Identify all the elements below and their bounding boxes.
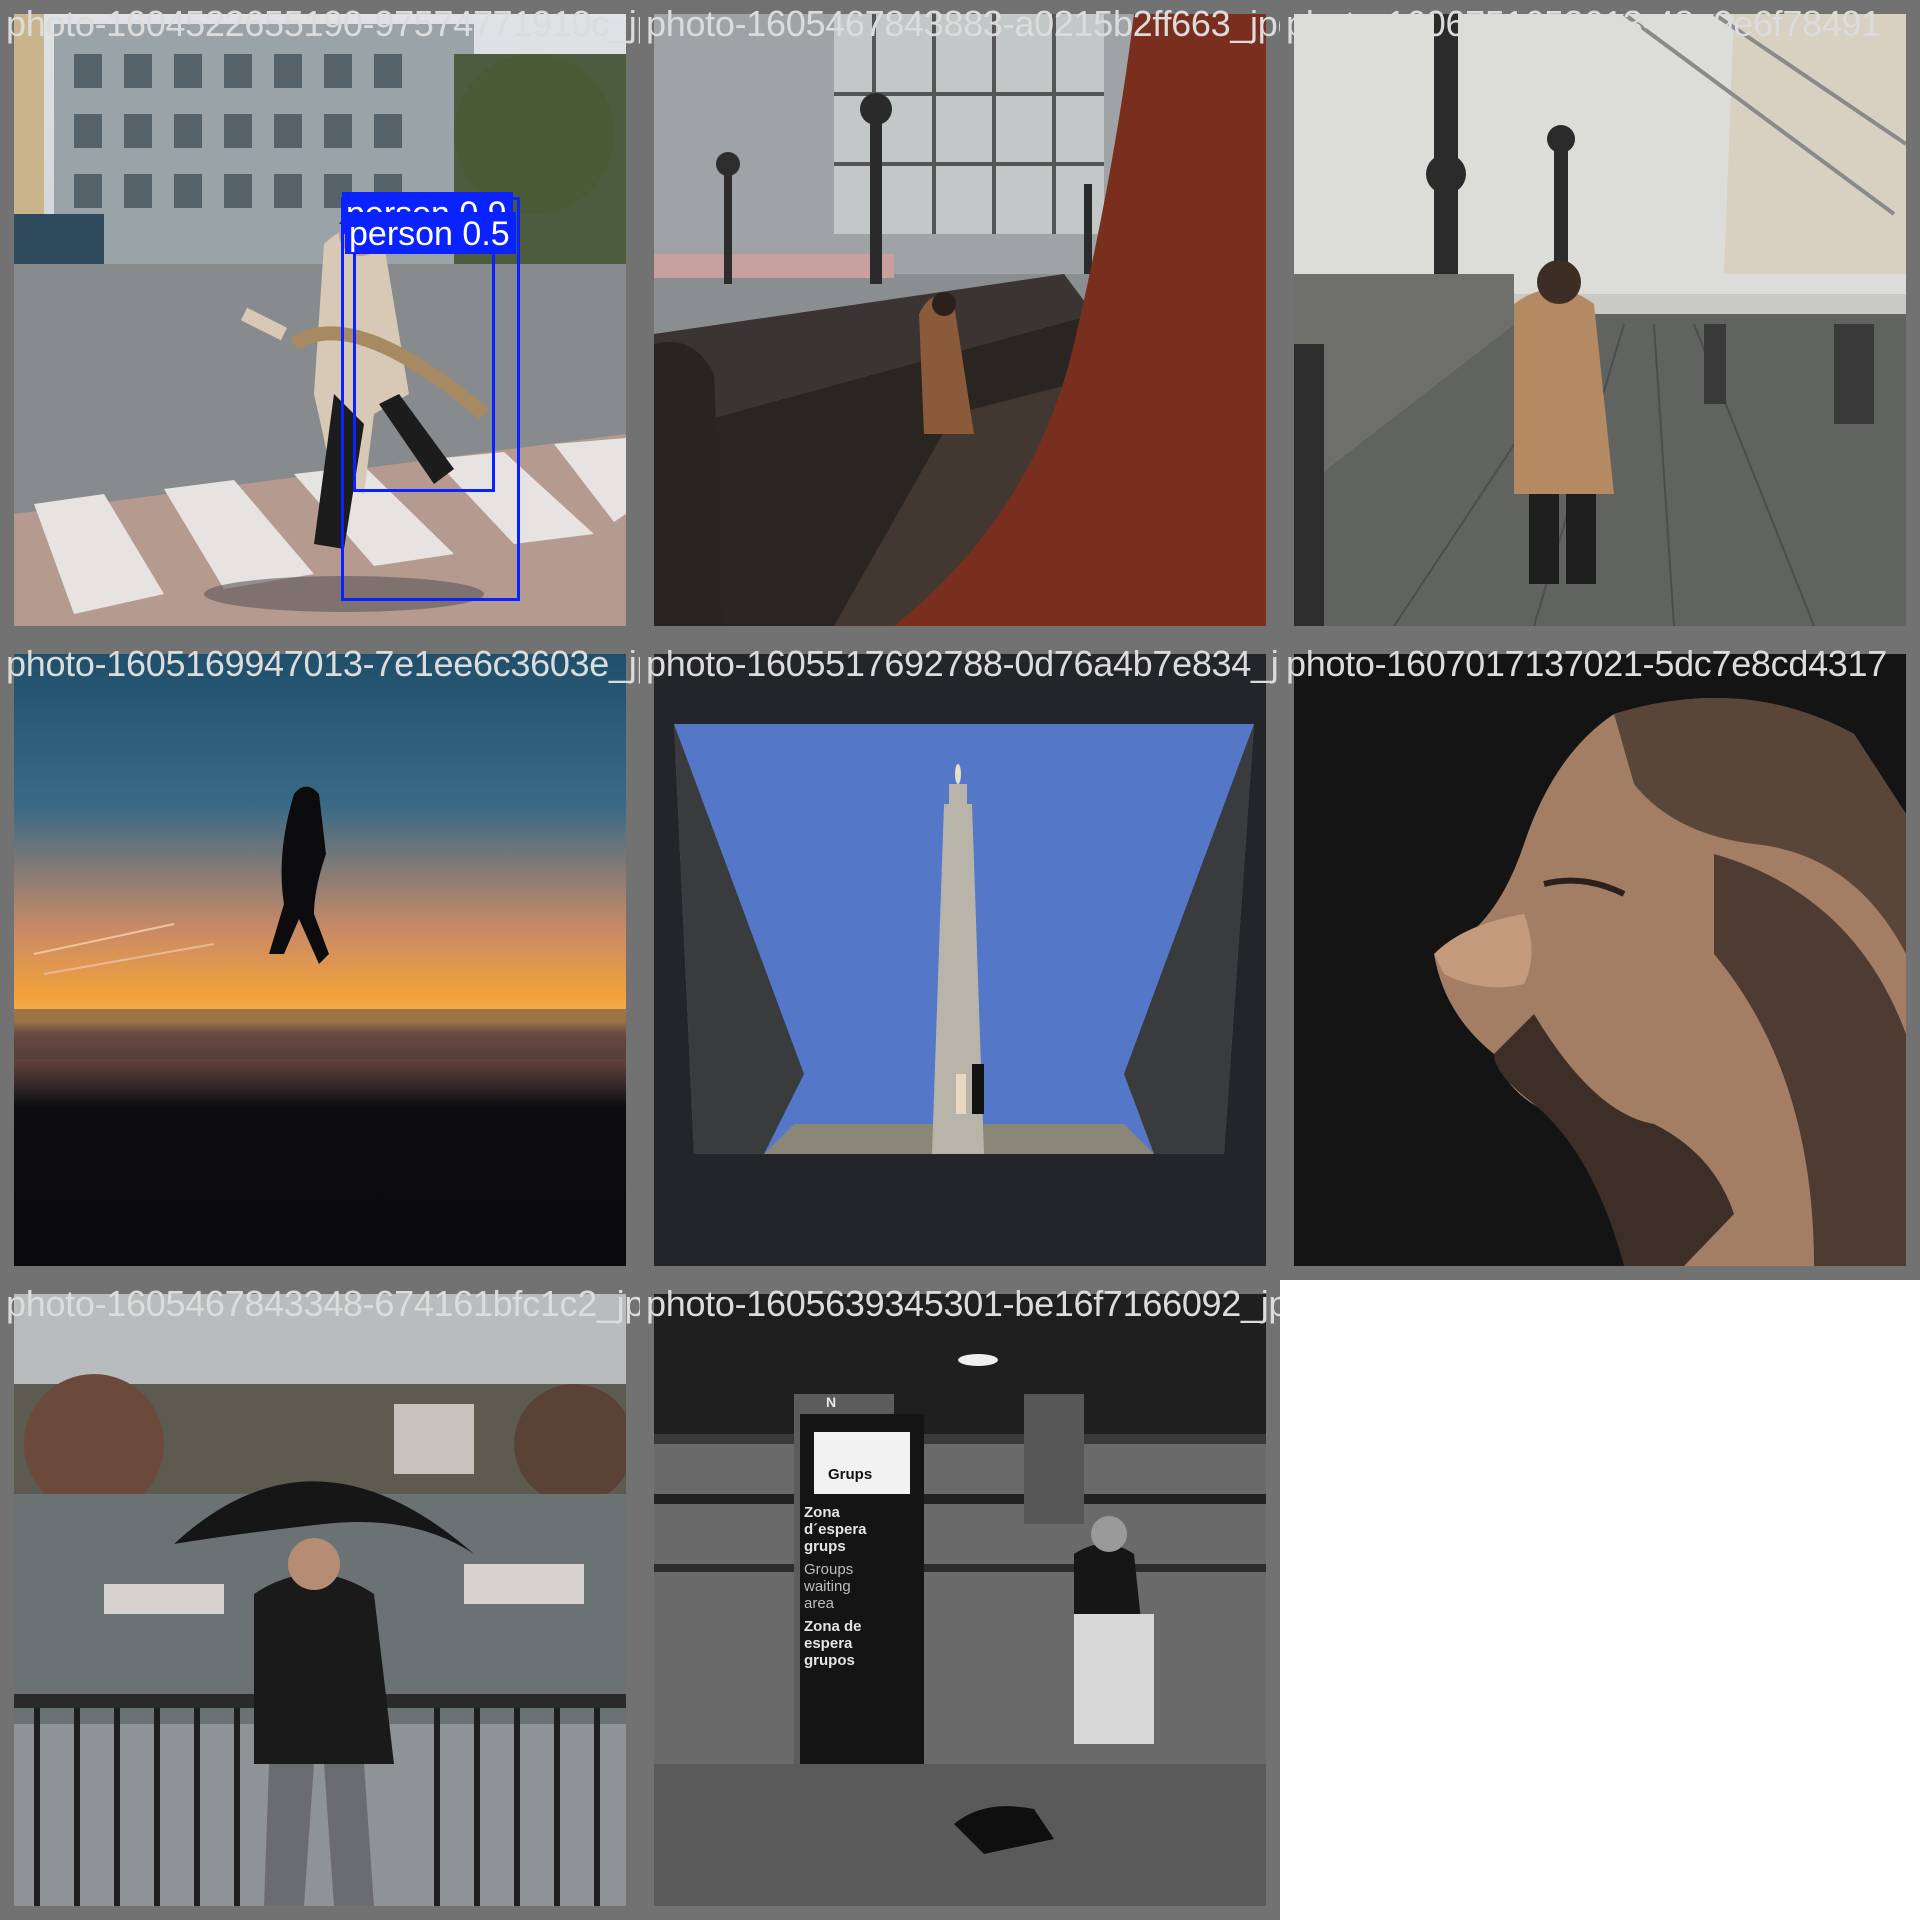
photo-station-waiting-area: N Grups Zona d´espera grups Groups waiti… <box>654 1294 1266 1906</box>
image-filename: photo-1605639345301-be16f7166092_jpg.rf. <box>646 1283 1280 1324</box>
sign-line: Groups <box>804 1561 854 1578</box>
sign-line: grupos <box>804 1652 855 1669</box>
mosaic-tile-1: person 0.6 photo-1605467843883-a0215b2ff… <box>640 0 1280 640</box>
mosaic-tile-5: photo-1607017137021-5dc7e8cd4317 <box>1280 640 1920 1280</box>
sign-text: Zona d´espera grups Groups waiting area … <box>804 1504 867 1669</box>
mosaic-tile-3: person 0.3 photo-1605169947013-7e1ee6c36… <box>0 640 640 1280</box>
mosaic-tile-4: person 0.3 person 0.3 photo-160551769278… <box>640 640 1280 1280</box>
sign-north: N <box>826 1394 837 1410</box>
sign-line: Zona de <box>804 1618 862 1635</box>
photo-woman-umbrella <box>14 1294 626 1906</box>
photo-monument-tunnel <box>654 654 1266 1266</box>
photo-embankment-walk <box>1294 14 1906 626</box>
image-filename: photo-1605467843883-a0215b2ff663_jpg.rf. <box>646 3 1280 44</box>
sign-line: waiting <box>804 1578 851 1595</box>
sign-line: area <box>804 1595 835 1612</box>
image-filename: photo-1604522655190-9757477191​0c_jpg.rf… <box>6 3 640 44</box>
photo-riverside-lamps <box>654 14 1266 626</box>
detection-label: person 0.5 <box>345 212 516 254</box>
sign-line: espera <box>804 1635 853 1652</box>
photo-street-crosswalk <box>14 14 626 626</box>
photo-man-profile <box>1294 654 1906 1266</box>
image-filename: photo-1605169947013-7e1ee6c3603e_jpg.rf. <box>6 643 640 684</box>
mosaic-tile-6: 0.6 person 0.3 photo-1605467843348-67416… <box>0 1280 640 1920</box>
image-filename: photo-1606751653613-48a9e6f78491 <box>1286 3 1881 44</box>
sign-line: grups <box>804 1538 846 1555</box>
photo-sunset-silhouette <box>14 654 626 1266</box>
mosaic-tile-7: N Grups Zona d´espera grups Groups waiti… <box>640 1280 1280 1920</box>
mosaic-tile-2: person 0.6 pe person 0.3 photo-160675165… <box>1280 0 1920 640</box>
detection-box <box>353 222 495 492</box>
sign-groups-label: Grups <box>828 1466 873 1483</box>
mosaic-tile-0: person 0.9 person 0.5 photo-160452265519… <box>0 0 640 640</box>
sign-line: d´espera <box>804 1521 867 1538</box>
sign-line: Zona <box>804 1504 840 1521</box>
image-filename: photo-1607017137021-5dc7e8cd4317 <box>1286 643 1887 684</box>
image-filename: photo-1605467843348-674161bfc1c2_jpg.rf. <box>6 1283 640 1324</box>
image-filename: photo-1605517692788-0d76a4b7e834_jpg.rf. <box>646 643 1280 684</box>
